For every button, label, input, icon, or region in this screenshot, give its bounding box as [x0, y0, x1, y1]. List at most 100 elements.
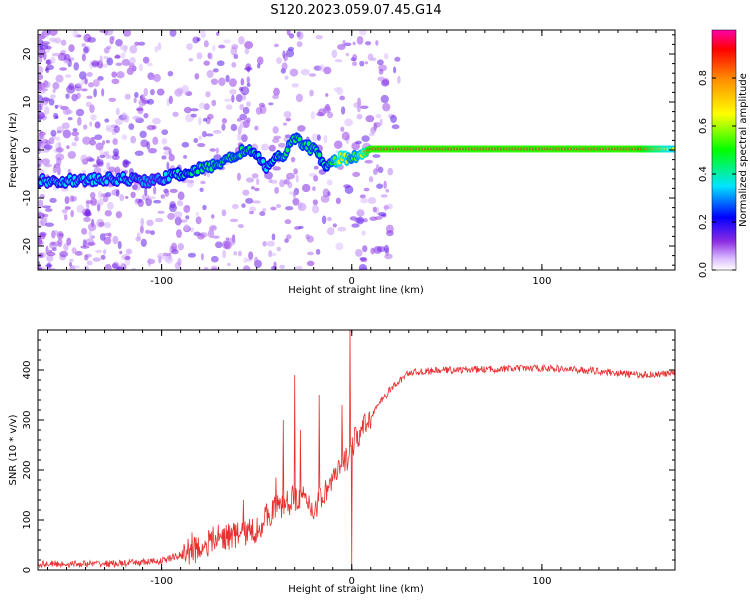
spectrogram-speckle [297, 202, 307, 212]
spectrogram-speckle [255, 106, 263, 115]
spectrogram-speckle [323, 66, 332, 75]
spectrogram-speckle [245, 177, 255, 183]
spectrogram-speckle [64, 206, 71, 210]
spectrogram-speckle [102, 195, 109, 203]
spectrogram-speckle [327, 216, 332, 222]
spectrogram-speckle [308, 73, 317, 77]
spectrogram-x-ticks: -100 0 100 [150, 30, 551, 287]
spectrogram-speckle [183, 223, 190, 232]
spectrogram-speckle [203, 103, 210, 111]
snr-y-tick-label: 200 [22, 460, 33, 479]
snr-x-tick-label: 0 [349, 576, 355, 587]
spectrogram-speckle [384, 53, 389, 60]
spectrogram-speckle [71, 131, 80, 137]
spectrogram-speckle [65, 93, 70, 99]
spectrogram-speckle [48, 249, 53, 254]
spectrogram-speckle [326, 227, 335, 236]
spectrogram-speckle [202, 117, 208, 122]
spectrogram-speckle [284, 75, 289, 80]
spectrogram-speckle [197, 142, 206, 148]
spectrogram-speckle [312, 186, 316, 192]
spectrogram-speckle [193, 137, 199, 144]
spectrogram-speckle [87, 241, 96, 246]
spectrogram-speckle [245, 40, 250, 49]
spectrogram-speckle [117, 240, 122, 250]
spectrogram-speckle [48, 98, 55, 106]
spectrogram-speckle [180, 219, 188, 223]
spectrogram-speckle [283, 53, 288, 62]
spectrogram-speckle [57, 238, 63, 248]
spectrogram-speckle [65, 74, 72, 78]
spectrogram-speckle [295, 174, 299, 183]
spectrogram-speckle [272, 166, 281, 171]
spectrogram-speckle [153, 185, 157, 195]
spectrogram-speckle [276, 57, 282, 65]
spectrogram-speckle [146, 98, 155, 105]
spectrogram-speckle [360, 105, 369, 110]
spectrogram-speckle [38, 157, 42, 165]
spectrogram-speckle [111, 154, 120, 161]
spectrogram-speckle [103, 232, 111, 237]
spectrogram-speckle [161, 129, 169, 136]
spectrogram-speckle [340, 126, 345, 132]
spectrogram-speckle [290, 156, 296, 163]
spectrogram-speckle [270, 206, 277, 211]
spectrogram-speckle [163, 146, 170, 151]
spectrogram-speckle [86, 72, 93, 77]
spectrogram-speckle [121, 134, 128, 141]
spectrogram-speckle [218, 44, 226, 49]
spectrogram-speckle [241, 134, 248, 143]
spectrogram-speckle [50, 56, 56, 64]
spectrogram-speckle [272, 94, 279, 100]
spectrogram-speckle [169, 30, 177, 37]
spectrogram-speckle [90, 114, 97, 121]
spectrogram-speckle [246, 82, 251, 87]
spectrogram-speckle [241, 203, 246, 208]
spectrogram-speckle [291, 83, 299, 88]
spectrogram-speckle [240, 78, 245, 86]
spectrogram-speckle [248, 251, 254, 260]
spectrogram-speckle [134, 91, 139, 98]
spectrogram-speckle [205, 91, 211, 98]
spectrogram-speckle [339, 95, 346, 101]
spectrogram-speckle [105, 124, 112, 130]
spectrogram-speckle [119, 250, 123, 255]
spectrogram-speckle [222, 249, 227, 259]
spectrogram-speckle [104, 210, 112, 217]
spectrogram-speckle [216, 60, 225, 67]
spectrogram-speckle [333, 87, 341, 92]
spectrogram-speckle [342, 39, 346, 47]
spectrogram-speckle [209, 148, 216, 152]
spectrogram-speckle [362, 245, 368, 253]
spectrogram-speckle [276, 246, 282, 252]
spectrogram-speckle [167, 212, 175, 220]
spectrogram-speckle [262, 208, 267, 212]
spectrogram-speckle [145, 229, 151, 234]
spectrogram-speckle [86, 156, 93, 162]
spectrogram-speckle [147, 147, 157, 154]
spectrogram-speckle [132, 115, 141, 121]
spectrogram-speckle [140, 217, 145, 227]
spectrogram-speckle [135, 107, 144, 112]
spectrogram-speckle [215, 147, 219, 154]
spectrogram-speckle [352, 54, 358, 62]
spectrogram-speckle [128, 123, 135, 131]
spectrogram-speckle [165, 255, 174, 265]
spectrogram-speckle [86, 260, 93, 266]
spectrogram-speckle [375, 40, 379, 46]
spectrogram-speckle [273, 87, 280, 96]
spectrogram-speckle [49, 37, 57, 42]
spectrogram-speckle [335, 242, 344, 251]
spectrogram-speckle [262, 240, 267, 247]
spectrogram-speckle [202, 204, 207, 211]
spectrogram-speckle [357, 208, 362, 214]
spectrogram-speckle [227, 237, 236, 246]
spectrogram-speckle [340, 106, 346, 115]
spectrogram-speckle [145, 197, 152, 207]
spectrogram-speckle [306, 260, 315, 267]
spectrogram-speckle [190, 113, 197, 118]
spectrogram-speckle [93, 167, 102, 174]
spectrogram-speckle [45, 67, 50, 74]
spectrogram-speckle [121, 58, 130, 66]
spectrogram-speckle [383, 244, 390, 254]
